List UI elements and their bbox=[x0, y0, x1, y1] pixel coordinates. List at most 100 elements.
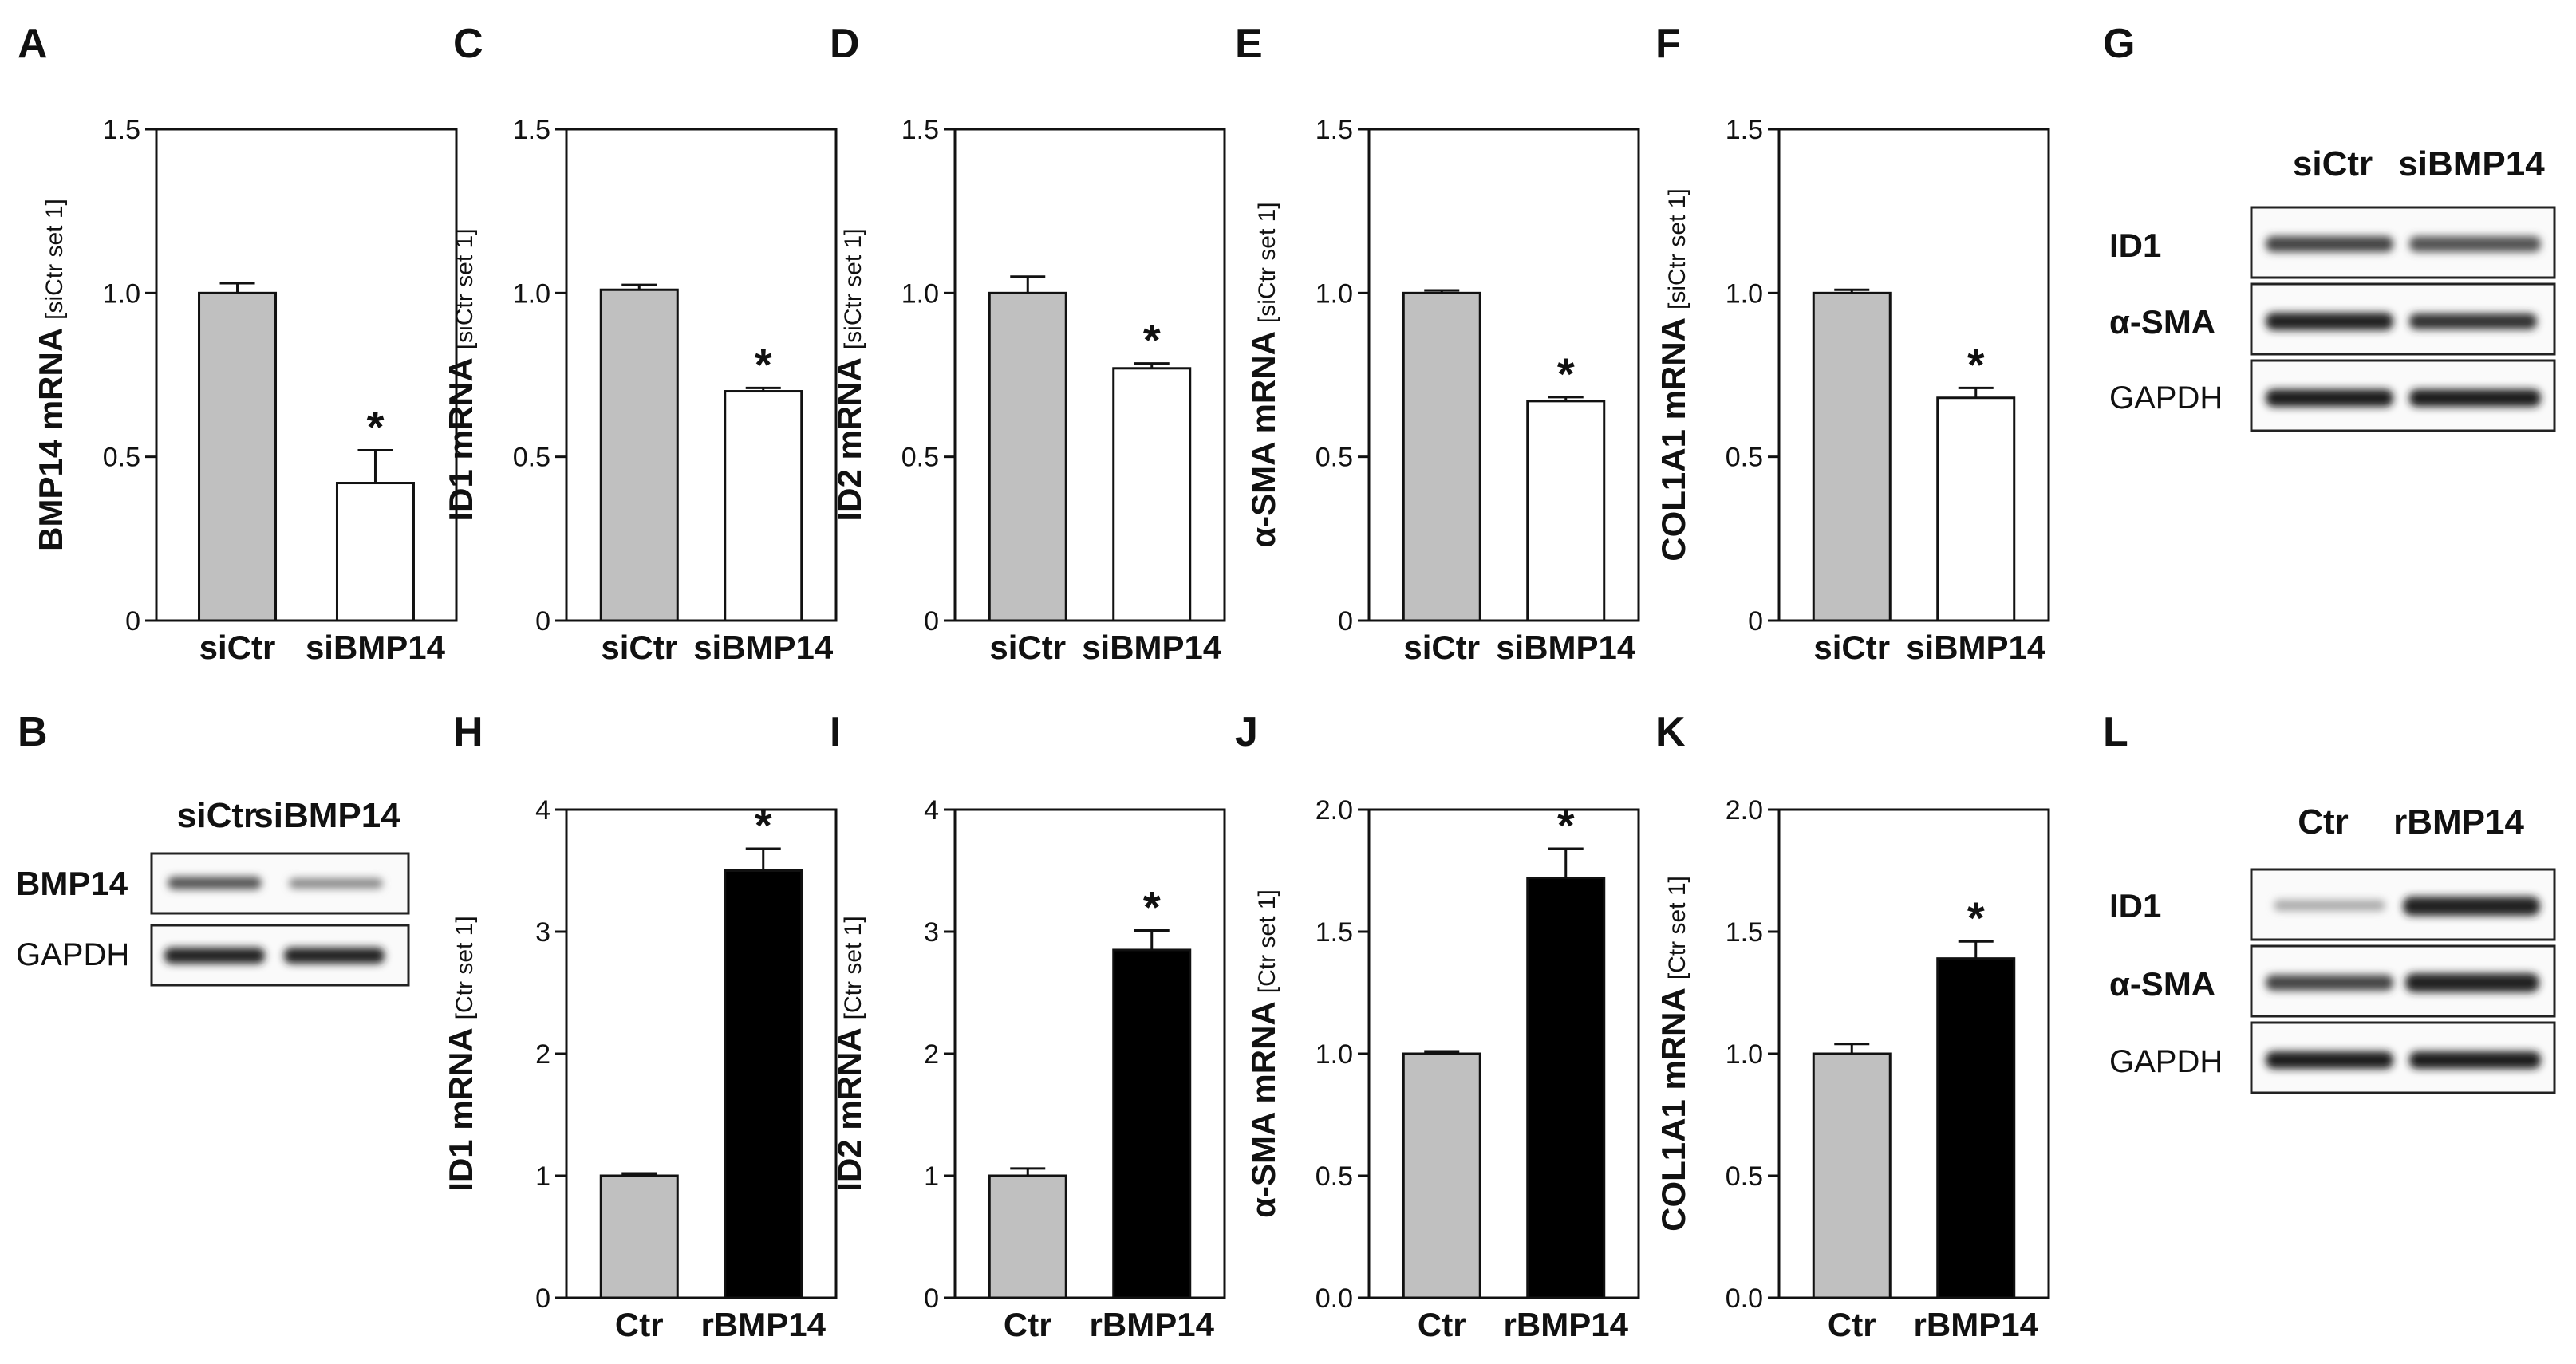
chart-i-tick-label: 4 bbox=[924, 795, 939, 826]
blot-l-band-3-1 bbox=[2266, 1051, 2393, 1069]
chart-j-category-label-2: rBMP14 bbox=[1504, 1306, 1629, 1343]
chart-c-category-label-1: siCtr bbox=[601, 629, 677, 666]
chart-e-ylabel-unit: [siCtr set 1] bbox=[1254, 202, 1280, 323]
blot-g-band-2-2 bbox=[2409, 313, 2537, 329]
blot-b-row-label-1: BMP14 bbox=[16, 865, 128, 902]
chart-a-category-label-1: siCtr bbox=[199, 629, 276, 666]
chart-j-ylabel-main: α-SMA mRNA bbox=[1245, 1001, 1282, 1218]
chart-j-bar-1 bbox=[1402, 1052, 1481, 1299]
chart-d-ylabel: ID2 mRNA [siCtr set 1] bbox=[830, 228, 868, 521]
chart-a-tick-label: 1.0 bbox=[103, 278, 140, 309]
chart-j: 0.0 0.5 1.0 1.5 2.0 Ctr * rBMP14 α-SMA mRNA [Ctr … bbox=[1245, 795, 1640, 1343]
chart-i-bar-2 bbox=[1112, 948, 1192, 1299]
panel-label-f: F bbox=[1655, 21, 1681, 67]
chart-k-ylabel-main: COL1A1 mRNA bbox=[1655, 988, 1692, 1232]
chart-f-tick-label: 1.5 bbox=[1726, 115, 1763, 145]
blot-g-band-1-1 bbox=[2266, 236, 2393, 252]
chart-f: 0 0.5 1.0 1.5 siCtr * siBMP14 COL1A1 mRNA [siCtr… bbox=[1655, 115, 2050, 666]
chart-d-category-label-1: siCtr bbox=[989, 629, 1066, 666]
chart-i-tick-label: 0 bbox=[924, 1283, 939, 1314]
panel-label-b: B bbox=[18, 709, 48, 755]
chart-c-significance-2: * bbox=[755, 339, 772, 389]
chart-d-significance-2: * bbox=[1143, 315, 1161, 365]
chart-e-significance-2: * bbox=[1557, 349, 1575, 399]
chart-c: 0 0.5 1.0 1.5 siCtr * siBMP14 ID1 mRNA [siCtr se… bbox=[442, 115, 838, 666]
chart-i-tick-label: 2 bbox=[924, 1039, 939, 1070]
panel-label-k: K bbox=[1655, 709, 1686, 755]
chart-k-tick-label: 1.0 bbox=[1726, 1039, 1763, 1070]
chart-a-category-label-2: siBMP14 bbox=[306, 629, 446, 666]
chart-a-frame bbox=[155, 128, 458, 622]
chart-h-tick-label: 0 bbox=[535, 1283, 550, 1314]
chart-a-ylabel: BMP14 mRNA [siCtr set 1] bbox=[32, 199, 69, 551]
panel-label-i: I bbox=[830, 709, 841, 755]
chart-c-tick-label: 1.5 bbox=[513, 115, 550, 145]
chart-d-ylabel-main: ID2 mRNA bbox=[830, 357, 868, 521]
chart-i-bar-1 bbox=[988, 1174, 1067, 1299]
blot-g-row-label-3: GAPDH bbox=[2109, 380, 2223, 416]
chart-e-tick-label: 0 bbox=[1338, 606, 1353, 637]
charts-layer: 0 0.5 1.0 1.5 siCtr * siBMP14 BMP14 mRNA [siCtr … bbox=[32, 115, 2050, 1343]
chart-h-tick-label: 3 bbox=[535, 917, 550, 948]
blot-b-lane-1: siCtr bbox=[177, 796, 257, 835]
blot-l-band-3-2 bbox=[2409, 1051, 2541, 1069]
chart-f-bar-2 bbox=[1936, 396, 2016, 622]
blot-g-row-label-2: α-SMA bbox=[2109, 303, 2215, 341]
chart-j-bar-2 bbox=[1526, 877, 1606, 1299]
chart-k-tick-label: 1.5 bbox=[1726, 917, 1763, 948]
blot-l-band-1-1 bbox=[2274, 900, 2385, 911]
chart-e-ylabel-main: α-SMA mRNA bbox=[1245, 331, 1282, 548]
chart-h-tick-label: 1 bbox=[535, 1161, 550, 1192]
chart-d-tick-label: 0.5 bbox=[901, 443, 939, 473]
chart-d-bar-2 bbox=[1112, 367, 1192, 622]
chart-d-tick-label: 1.5 bbox=[901, 115, 939, 145]
blot-g-band-2-1 bbox=[2266, 313, 2393, 330]
chart-f-tick-label: 0 bbox=[1748, 606, 1763, 637]
panel-label-h: H bbox=[453, 709, 483, 755]
blot-l-band-1-2 bbox=[2403, 897, 2540, 916]
chart-c-tick-label: 0.5 bbox=[513, 443, 550, 473]
chart-j-tick-label: 1.0 bbox=[1316, 1039, 1353, 1070]
chart-f-significance-2: * bbox=[1967, 339, 1985, 389]
chart-c-tick-label: 0 bbox=[535, 606, 550, 637]
blot-l-lane-2: rBMP14 bbox=[2393, 802, 2524, 842]
blot-l: Ctr rBMP14 ID1 α-SMA GAPDH bbox=[2109, 802, 2556, 1094]
chart-a-bar-2 bbox=[335, 482, 415, 622]
chart-c-category-label-2: siBMP14 bbox=[693, 629, 834, 666]
chart-e-bar-2 bbox=[1526, 400, 1606, 622]
chart-c-ylabel: ID1 mRNA [siCtr set 1] bbox=[442, 228, 479, 521]
blot-b: siCtr siBMP14 BMP14 GAPDH bbox=[16, 796, 410, 987]
chart-f-tick-label: 1.0 bbox=[1726, 278, 1763, 309]
chart-i-category-label-2: rBMP14 bbox=[1090, 1306, 1215, 1343]
chart-f-frame bbox=[1777, 128, 2050, 622]
chart-e: 0 0.5 1.0 1.5 siCtr * siBMP14 α-SMA mRNA [siCtr … bbox=[1245, 115, 1640, 666]
chart-h-significance-2: * bbox=[755, 800, 772, 850]
chart-i-ylabel-unit: [Ctr set 1] bbox=[840, 916, 866, 1019]
blot-b-band-1-1 bbox=[168, 877, 262, 889]
chart-h-category-label-1: Ctr bbox=[615, 1306, 664, 1343]
blot-l-row-label-1: ID1 bbox=[2109, 887, 2161, 924]
blot-g-lane-2: siBMP14 bbox=[2398, 144, 2545, 183]
blot-g-lane-1: siCtr bbox=[2293, 144, 2373, 183]
chart-d-category-label-2: siBMP14 bbox=[1082, 629, 1222, 666]
panel-label-c: C bbox=[453, 21, 483, 67]
chart-j-ylabel-unit: [Ctr set 1] bbox=[1254, 889, 1280, 993]
chart-i-category-label-1: Ctr bbox=[1004, 1306, 1052, 1343]
chart-h-ylabel-unit: [Ctr set 1] bbox=[452, 916, 478, 1019]
chart-j-significance-2: * bbox=[1557, 800, 1575, 850]
chart-f-tick-label: 0.5 bbox=[1726, 443, 1763, 473]
chart-d-tick-label: 0 bbox=[924, 606, 939, 637]
blot-b-band-1-2 bbox=[289, 878, 383, 889]
panel-label-l: L bbox=[2103, 709, 2128, 755]
blot-l-row-label-3: GAPDH bbox=[2109, 1044, 2223, 1079]
chart-d-tick-label: 1.0 bbox=[901, 278, 939, 309]
chart-e-bar-1 bbox=[1402, 291, 1481, 622]
chart-j-ylabel: α-SMA mRNA [Ctr set 1] bbox=[1245, 889, 1282, 1218]
blot-g-band-3-2 bbox=[2409, 389, 2541, 407]
panel-label-g: G bbox=[2103, 21, 2135, 67]
chart-d-bar-1 bbox=[988, 291, 1067, 622]
chart-d-ylabel-unit: [siCtr set 1] bbox=[840, 228, 866, 349]
chart-k-category-label-2: rBMP14 bbox=[1914, 1306, 2039, 1343]
chart-c-tick-label: 1.0 bbox=[513, 278, 550, 309]
chart-k-ylabel-unit: [Ctr set 1] bbox=[1664, 876, 1690, 980]
